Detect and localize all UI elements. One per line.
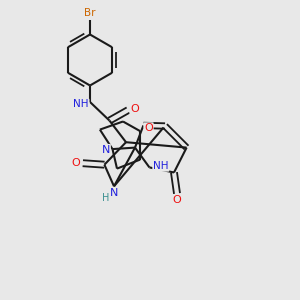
Text: O: O (130, 104, 139, 114)
Text: H: H (102, 193, 109, 203)
Text: N: N (110, 188, 118, 198)
Text: N: N (102, 145, 110, 155)
Text: O: O (144, 123, 153, 133)
Text: NH: NH (153, 161, 169, 171)
Text: NH: NH (73, 99, 89, 110)
Text: O: O (71, 158, 80, 168)
Text: O: O (172, 195, 182, 205)
Text: Br: Br (84, 8, 96, 18)
